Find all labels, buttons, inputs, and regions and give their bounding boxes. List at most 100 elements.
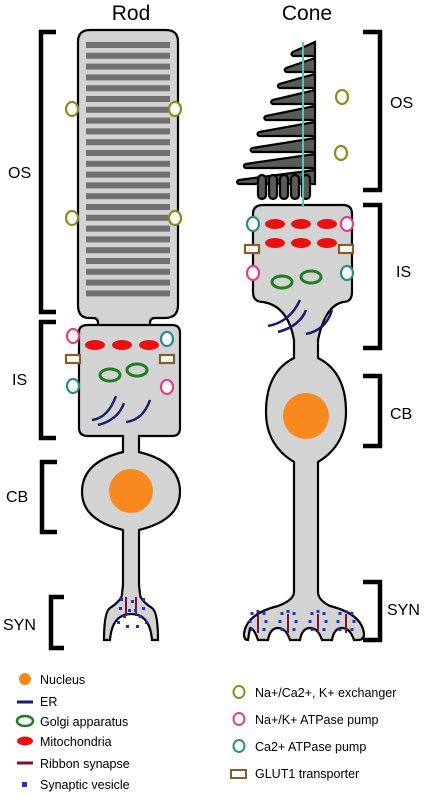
cone-outer-plate <box>263 104 317 122</box>
cone-vesicles <box>248 610 356 631</box>
cone-outer-plate <box>270 88 317 106</box>
rod-disc <box>86 85 170 92</box>
cone-mitochondrion-4 <box>265 238 285 248</box>
cone-atpase-2 <box>245 264 261 282</box>
rod-nucleus <box>109 469 153 513</box>
synaptic-vesicle <box>128 609 131 612</box>
cone-cb-bracket <box>363 373 383 449</box>
rod-ca-pump-2 <box>159 330 175 348</box>
synaptic-vesicle <box>286 610 290 613</box>
synaptic-vesicle <box>262 628 266 631</box>
cone-cell <box>236 40 366 642</box>
rod-mitochondrion-3 <box>139 340 159 350</box>
legend-glut1-label: GLUT1 transporter <box>255 767 359 781</box>
synaptic-vesicle <box>134 609 137 612</box>
synaptic-vesicle <box>352 620 356 623</box>
rod-brackets <box>38 29 64 651</box>
rod-golgi-2 <box>125 362 149 378</box>
synaptic-vesicle <box>256 610 260 613</box>
cone-er-2 <box>277 309 308 334</box>
rod-disc <box>86 74 170 81</box>
rod-disc <box>86 128 170 135</box>
synaptic-vesicle <box>248 620 252 623</box>
rod-is-bracket <box>38 319 56 441</box>
rod-disc <box>86 106 170 113</box>
cone-er-1 <box>267 299 302 328</box>
rod-disc <box>86 117 170 124</box>
rod-glut1-1 <box>64 353 82 365</box>
synaptic-vesicle <box>292 612 296 615</box>
rod-disc <box>86 182 170 189</box>
synaptic-vesicle <box>142 607 145 610</box>
rod-ca-pump-1 <box>65 377 81 395</box>
rod-synapse <box>117 597 148 628</box>
cone-base-lamella <box>256 173 268 201</box>
rod-disc <box>86 96 170 102</box>
cone-base-lamella <box>267 173 279 201</box>
rod-disc <box>86 150 170 156</box>
legend-ribbon-label: Ribbon synapse <box>40 757 130 771</box>
synaptic-vesicle <box>322 612 326 615</box>
rod-disc <box>86 247 170 254</box>
rod-er-1 <box>91 395 118 422</box>
legend-nucleus-label: Nucleus <box>40 673 85 687</box>
rod-atpase-1 <box>65 327 81 345</box>
rod-glut1-2 <box>158 353 176 365</box>
legend-atpase-label: Na+/K+ ATPase pump <box>255 713 378 727</box>
cone-mitochondrion-6 <box>317 238 337 248</box>
cone-brackets <box>363 29 383 643</box>
rod-is-label: IS <box>12 372 27 389</box>
synaptic-vesicle <box>292 628 296 631</box>
synaptic-vesicle <box>250 628 254 631</box>
synaptic-vesicle <box>117 621 120 624</box>
rod-golgi-1 <box>98 367 122 383</box>
synaptic-vesicle <box>119 607 122 610</box>
synaptic-vesicle <box>262 612 266 615</box>
legend-vesicle-label: Synaptic vesicle <box>40 778 130 792</box>
synaptic-vesicle <box>278 620 282 623</box>
golgi-legend-icon <box>15 714 35 728</box>
synaptic-vesicle <box>322 628 326 631</box>
synaptic-vesicle <box>294 620 298 623</box>
rod-disc <box>86 279 170 286</box>
nucleus-legend-icon <box>19 673 31 685</box>
rod-disc <box>86 214 170 221</box>
rod-disc <box>86 139 170 146</box>
rod-disc <box>86 160 170 167</box>
rod-os-bracket <box>38 29 56 315</box>
synaptic-vesicle <box>310 612 314 615</box>
synaptic-vesicle <box>338 628 342 631</box>
synaptic-vesicle <box>145 621 148 624</box>
ca-pump-legend-icon <box>232 739 246 753</box>
cone-outer-plate <box>242 152 317 170</box>
legend-ca-pump-label: Ca2+ ATPase pump <box>255 740 366 754</box>
synaptic-vesicle <box>131 600 134 603</box>
synaptic-vesicle <box>136 625 139 628</box>
cone-syn-label: SYN <box>387 602 420 619</box>
rod-disc <box>86 204 170 210</box>
rod-cb-label: CB <box>6 489 28 506</box>
synaptic-vesicle <box>250 612 254 615</box>
cone-is-label: IS <box>396 264 411 281</box>
synaptic-vesicle <box>350 628 354 631</box>
rod-er-3 <box>125 399 152 424</box>
cone-exchanger-1 <box>334 88 350 106</box>
cone-title: Cone <box>282 2 332 25</box>
synaptic-vesicle <box>264 620 268 623</box>
legend-right: Na+/Ca2+, K+ exchanger Na+/K+ ATPase pum… <box>230 685 396 781</box>
synaptic-vesicle <box>142 598 145 601</box>
synaptic-vesicle <box>123 615 126 618</box>
rod-mitochondrion-2 <box>112 340 132 350</box>
cone-mitochondrion-2 <box>291 219 311 229</box>
atpase-legend-icon <box>232 712 246 726</box>
rod-disc <box>86 258 170 264</box>
rod-er-2 <box>97 402 126 427</box>
cone-synapse <box>248 610 356 633</box>
synaptic-vesicle <box>126 625 129 628</box>
rod-exchanger-2 <box>167 100 183 118</box>
cone-syn-bracket <box>363 579 383 643</box>
rod-syn-bracket <box>48 594 64 651</box>
rod-organelles <box>85 340 159 513</box>
rod-atpase-2 <box>159 378 175 396</box>
